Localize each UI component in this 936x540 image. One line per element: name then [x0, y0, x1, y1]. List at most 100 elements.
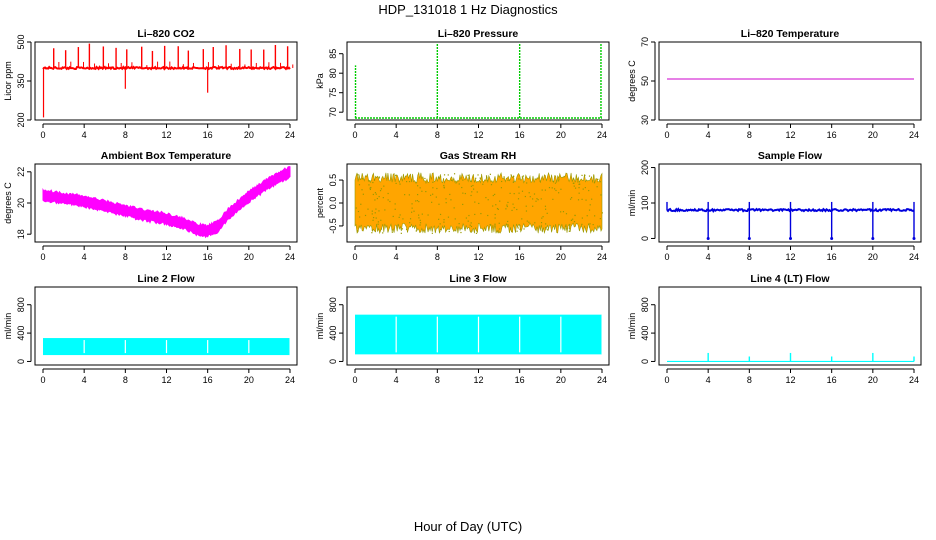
rh-point [582, 188, 584, 190]
rh-point [584, 186, 586, 189]
x-tick-label: 12 [473, 252, 483, 262]
rh-point [506, 205, 508, 208]
rh-point [522, 175, 524, 177]
rh-point [359, 216, 361, 218]
x-tick-label: 8 [435, 252, 440, 262]
rh-point [521, 176, 523, 178]
rh-point [492, 205, 494, 207]
rh-point [465, 217, 467, 219]
rh-point [374, 212, 376, 214]
panel-title: Li–820 CO2 [137, 28, 194, 40]
rh-point [585, 199, 587, 201]
x-tick-label: 12 [785, 130, 795, 140]
rh-point [578, 183, 580, 185]
rh-point [584, 174, 586, 176]
rh-point [470, 222, 472, 224]
rh-point [581, 174, 583, 176]
rh-point [408, 180, 411, 183]
rh-point [509, 227, 512, 229]
rh-point [475, 177, 477, 179]
plot-frame [346, 286, 610, 366]
rh-point [501, 180, 503, 183]
rh-point [549, 180, 551, 182]
x-tick-label: 4 [82, 252, 87, 262]
x-tick-label: 24 [285, 375, 295, 385]
rh-point [489, 173, 491, 175]
rh-point [469, 224, 471, 226]
rh-point [540, 222, 543, 224]
plot-frame [658, 163, 922, 243]
rh-point [535, 200, 537, 202]
flow-dip-point [830, 236, 834, 240]
plot-frame [346, 41, 610, 121]
y-tick-label: 500 [16, 34, 26, 49]
rh-point [398, 216, 400, 218]
rh-point [581, 198, 583, 200]
x-tick-label: 12 [161, 130, 171, 140]
rh-point [421, 213, 423, 215]
rh-point [577, 181, 579, 183]
y-tick-label: 400 [640, 326, 650, 341]
rh-point [411, 211, 413, 213]
rh-point [536, 198, 538, 200]
rh-point [379, 190, 382, 192]
x-tick-label: 0 [664, 252, 669, 262]
panel-li820-temperature: Li–820 Temperature 0 4 8 12 16 20 24 30 50 70 degre… [627, 28, 922, 140]
rh-point [453, 173, 456, 175]
rh-point [361, 189, 363, 191]
rh-point [479, 177, 481, 179]
figure-title: HDP_131018 1 Hz Diagnostics [378, 2, 558, 17]
y-tick-label: 0 [328, 359, 338, 364]
y-tick-label: 20 [16, 198, 26, 208]
y-tick-label: 400 [328, 326, 338, 341]
rh-point [368, 184, 370, 186]
x-tick-label: 16 [827, 375, 837, 385]
rh-point [554, 182, 557, 184]
rh-point [478, 202, 480, 205]
rh-point [355, 207, 357, 209]
rh-point [597, 178, 599, 180]
rh-point [519, 228, 521, 230]
flow-dip-point [789, 236, 792, 240]
rh-point [374, 192, 377, 194]
rh-point [588, 175, 591, 177]
x-tick-label: 0 [352, 375, 357, 385]
y-tick-label: 70 [640, 37, 650, 47]
rh-point [462, 179, 464, 181]
rh-point [436, 187, 438, 190]
rh-point [362, 193, 364, 195]
x-tick-label: 8 [435, 375, 440, 385]
rh-point [421, 190, 423, 192]
rh-point [371, 229, 373, 231]
x-tick-label: 24 [597, 130, 607, 140]
rh-point [443, 219, 445, 221]
panel-title: Sample Flow [758, 150, 823, 162]
rh-point [439, 223, 441, 225]
rh-point [485, 176, 488, 178]
rh-point [551, 187, 553, 189]
rh-point [569, 224, 571, 226]
y-axis-label: ml/min [627, 313, 637, 340]
rh-point [432, 187, 434, 189]
x-tick-label: 8 [435, 130, 440, 140]
rh-point [545, 223, 547, 225]
panel-sample-flow: Sample Flow 0 4 8 12 16 20 24 0 100 200 ml/min [627, 150, 922, 262]
rh-point [425, 182, 427, 184]
rh-point [357, 230, 359, 232]
x-tick-label: 8 [747, 130, 752, 140]
rh-point [563, 175, 565, 178]
rh-point [378, 210, 380, 212]
rh-point [438, 218, 440, 220]
rh-point [497, 230, 499, 232]
panel-ambient-box-temperature: Ambient Box Temperature 0 4 8 12 16 20 24 18 20 22… [3, 150, 298, 262]
rh-point [517, 227, 519, 229]
rh-point [558, 178, 560, 180]
x-tick-label: 20 [868, 375, 878, 385]
rh-point [525, 205, 527, 207]
rh-point [496, 207, 499, 210]
rh-point [512, 203, 514, 205]
rh-point [494, 223, 496, 225]
rh-point [417, 193, 419, 196]
series-line2-flow [43, 338, 291, 356]
rh-point [382, 197, 384, 199]
